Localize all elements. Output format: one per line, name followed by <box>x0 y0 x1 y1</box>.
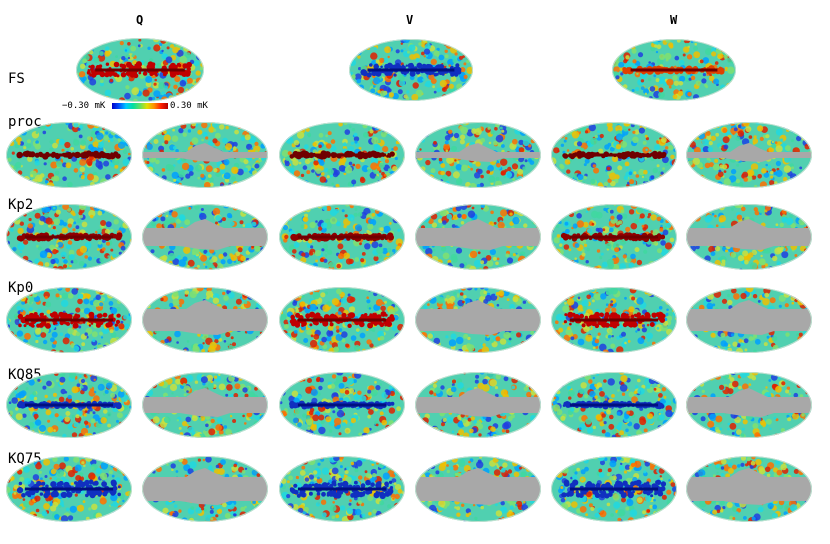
map-kq85-5 <box>551 372 677 438</box>
map-proc-6 <box>686 122 812 188</box>
column-label-q: Q <box>136 13 144 27</box>
map-kq75-4 <box>415 456 541 522</box>
colorbar-max-label: 0.30 mK <box>170 101 208 111</box>
map-kp2-5 <box>551 204 677 270</box>
map-kq85-1 <box>6 372 132 438</box>
map-proc-1 <box>6 122 132 188</box>
map-kq85-2 <box>142 372 268 438</box>
map-proc-2 <box>142 122 268 188</box>
map-proc-3 <box>279 122 405 188</box>
map-kq75-3 <box>279 456 405 522</box>
map-kp0-2 <box>142 287 268 353</box>
map-fs-v <box>349 39 473 101</box>
map-kp0-1 <box>6 287 132 353</box>
row-label-fs: FS <box>8 71 25 87</box>
map-kp0-6 <box>686 287 812 353</box>
map-kp2-1 <box>6 204 132 270</box>
colorbar-min-label: −0.30 mK <box>62 101 106 111</box>
column-label-v: V <box>406 13 414 27</box>
map-kp0-5 <box>551 287 677 353</box>
map-kq75-1 <box>6 456 132 522</box>
map-kq85-3 <box>279 372 405 438</box>
map-kq75-5 <box>551 456 677 522</box>
map-kq85-4 <box>415 372 541 438</box>
map-kq75-2 <box>142 456 268 522</box>
map-kp0-3 <box>279 287 405 353</box>
map-fs-q <box>76 38 204 102</box>
map-kp2-2 <box>142 204 268 270</box>
map-proc-4 <box>415 122 541 188</box>
row-label-kp2: Kp2 <box>8 197 34 213</box>
map-kq85-6 <box>686 372 812 438</box>
colorbar <box>112 103 168 109</box>
map-kq75-6 <box>686 456 812 522</box>
map-fs-w <box>612 39 736 101</box>
map-kp2-3 <box>279 204 405 270</box>
map-proc-5 <box>551 122 677 188</box>
map-kp2-4 <box>415 204 541 270</box>
map-kp2-6 <box>686 204 812 270</box>
column-label-w: W <box>670 13 678 27</box>
map-kp0-4 <box>415 287 541 353</box>
row-label-proc: proc <box>8 114 42 130</box>
row-label-kp0: Kp0 <box>8 280 34 296</box>
